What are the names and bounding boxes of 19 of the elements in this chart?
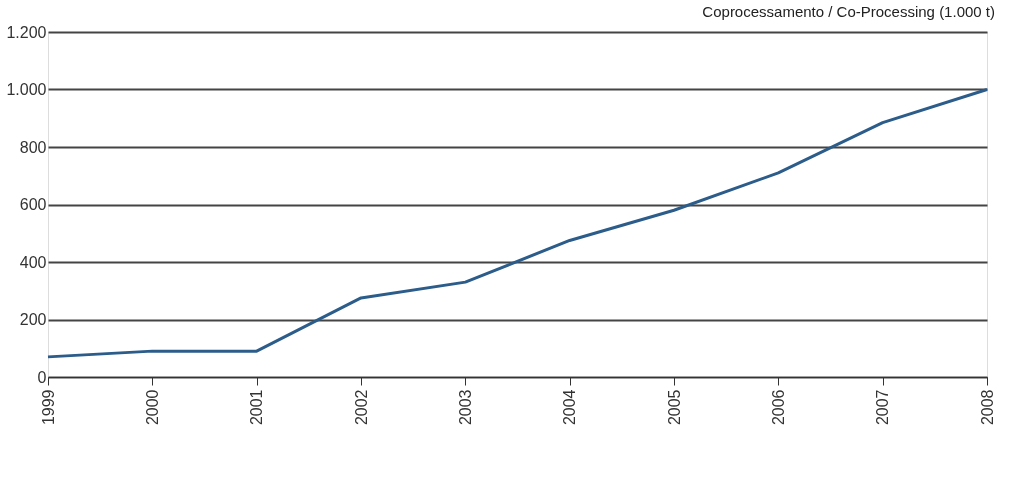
x-tick-label: 2001 <box>248 389 266 426</box>
y-tick-label: 600 <box>19 196 47 213</box>
x-tick-label: 2005 <box>665 389 683 426</box>
y-tick-label: 0 <box>37 368 47 386</box>
chart-title: Coprocessamento / Co-Processing (1.000 t) <box>702 3 995 20</box>
x-tick-label: 2002 <box>352 389 370 426</box>
x-tick-label: 1999 <box>39 389 57 426</box>
x-tick-label: 2004 <box>561 389 579 426</box>
x-tick-label: 2003 <box>456 389 474 426</box>
y-tick-label: 1.200 <box>6 23 47 41</box>
x-tick-label: 2006 <box>769 389 787 426</box>
y-tick-label: 1.000 <box>6 81 47 98</box>
y-tick-label: 200 <box>19 311 47 328</box>
line-series <box>46 88 989 359</box>
y-tick-label: 800 <box>19 138 47 156</box>
y-tick-label: 400 <box>19 253 47 271</box>
x-tick-label: 2007 <box>874 389 892 426</box>
x-tick-label: 2000 <box>143 389 161 426</box>
x-tick-label: 2008 <box>978 389 996 426</box>
